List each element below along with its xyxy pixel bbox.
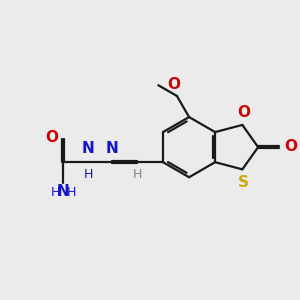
Text: H: H: [133, 169, 142, 182]
Text: O: O: [167, 76, 181, 92]
Text: H: H: [84, 169, 93, 182]
Text: H: H: [51, 186, 60, 199]
Text: O: O: [284, 139, 297, 154]
Text: N: N: [57, 184, 70, 199]
Text: O: O: [45, 130, 58, 145]
Text: O: O: [237, 105, 250, 120]
Text: N: N: [82, 141, 95, 156]
Text: H: H: [67, 186, 76, 199]
Text: S: S: [237, 175, 248, 190]
Text: N: N: [106, 141, 118, 156]
